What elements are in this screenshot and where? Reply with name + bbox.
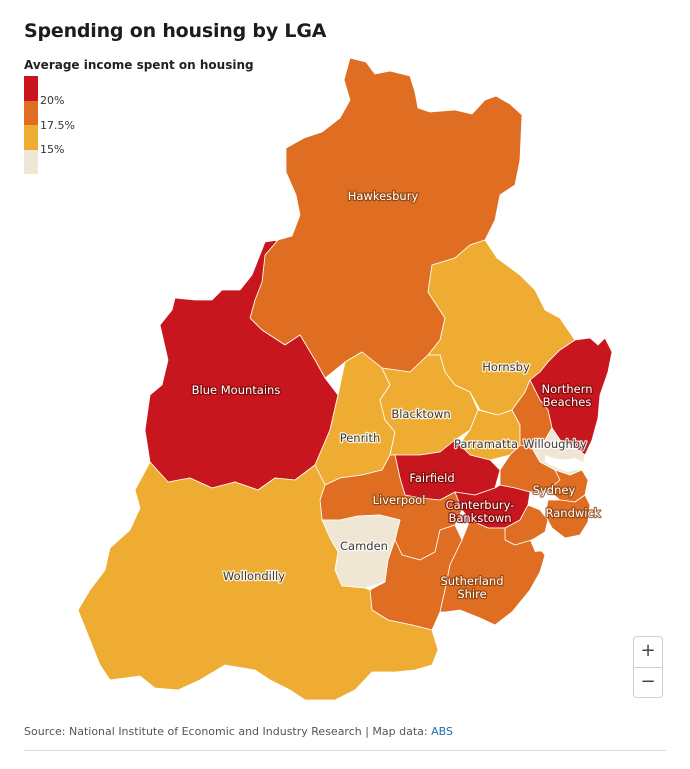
label-randwick: Randwick [546, 506, 601, 520]
label-willoughby: Willoughby [523, 437, 587, 451]
label-northern-beaches-line1: Northern [541, 382, 592, 396]
label-wollondilly: Wollondilly [223, 569, 285, 583]
legend-tick-20: 20% [40, 94, 65, 107]
source-text: Source: National Institute of Economic a… [24, 725, 432, 738]
harbour-water [545, 455, 590, 472]
map-title: Spending on housing by LGA [24, 20, 327, 42]
label-canterbury-line1: Canterbury- [446, 498, 515, 512]
abs-link[interactable]: ABS [431, 725, 453, 738]
label-sutherland-line1: Sutherland [440, 574, 503, 588]
zoom-control: + − [633, 636, 663, 698]
label-fairfield: Fairfield [409, 471, 454, 485]
choropleth-map[interactable]: Hawkesbury Blue Mountains Wollondilly Ho… [0, 0, 690, 720]
label-blue-mountains: Blue Mountains [192, 383, 281, 397]
footer-divider [24, 750, 666, 751]
region-wollondilly[interactable] [77, 461, 439, 701]
legend: Average income spent on housing 20% 17.5… [24, 58, 254, 174]
legend-tick-15: 15% [40, 143, 65, 156]
botany-bay-water [530, 537, 564, 555]
legend-title: Average income spent on housing [24, 58, 254, 72]
label-penrith: Penrith [340, 431, 381, 445]
legend-color-scale: 20% 17.5% 15% [24, 76, 75, 174]
label-liverpool: Liverpool [373, 493, 426, 507]
label-canterbury-line2: Bankstown [448, 511, 511, 525]
region-labels: Hawkesbury Blue Mountains Wollondilly Ho… [190, 188, 602, 602]
region-randwick[interactable] [544, 494, 591, 539]
region-sutherland-shire[interactable] [439, 519, 546, 626]
zoom-out-button[interactable]: − [634, 667, 662, 697]
legend-swatch-17-20 [24, 100, 38, 125]
label-parramatta: Parramatta [454, 437, 518, 451]
label-northern-beaches-line2: Beaches [543, 395, 592, 409]
label-camden: Camden [340, 539, 388, 553]
legend-swatch-below-15 [24, 149, 38, 174]
source-note: Source: National Institute of Economic a… [24, 725, 453, 738]
label-sutherland-line2: Shire [457, 587, 486, 601]
label-blacktown: Blacktown [391, 407, 450, 421]
label-hornsby: Hornsby [482, 360, 530, 374]
legend-swatch-above-20 [24, 76, 38, 101]
legend-swatch-15-17 [24, 125, 38, 150]
label-sydney: Sydney [533, 483, 576, 497]
legend-tick-17-5: 17.5% [40, 119, 75, 132]
zoom-in-button[interactable]: + [640, 640, 656, 661]
label-hawkesbury: Hawkesbury [348, 189, 419, 203]
